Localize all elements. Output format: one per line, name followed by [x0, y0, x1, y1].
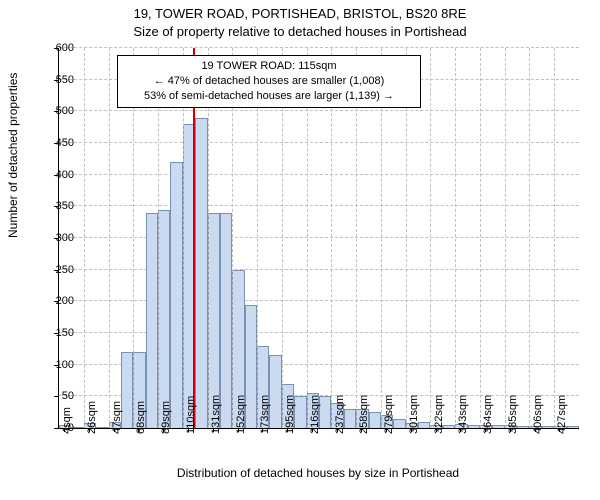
y-gridline [59, 47, 579, 48]
y-gridline [59, 300, 579, 301]
x-gridline [505, 48, 506, 428]
y-tick-label: 400 [56, 169, 74, 181]
histogram-bar [393, 419, 405, 429]
x-gridline [84, 48, 85, 428]
x-gridline [109, 48, 110, 428]
y-tick-label: 500 [56, 105, 74, 117]
y-gridline [59, 110, 579, 111]
x-gridline [529, 48, 530, 428]
histogram-bar [567, 426, 579, 428]
histogram-bar [492, 425, 504, 428]
y-tick [54, 396, 58, 397]
annotation-box: 19 TOWER ROAD: 115sqm← 47% of detached h… [117, 55, 421, 108]
y-tick-label: 450 [56, 137, 74, 149]
y-tick-label: 550 [56, 74, 74, 86]
histogram-bar [294, 396, 306, 428]
annotation-line: ← 47% of detached houses are smaller (1,… [124, 74, 414, 89]
histogram-bar [369, 412, 381, 428]
y-tick-label: 50 [62, 390, 74, 402]
annotation-line: 19 TOWER ROAD: 115sqm [124, 59, 414, 74]
x-gridline [554, 48, 555, 428]
y-gridline [59, 237, 579, 238]
y-tick-label: 200 [56, 295, 74, 307]
x-gridline [455, 48, 456, 428]
y-tick-label: 350 [56, 200, 74, 212]
y-tick-label: 250 [56, 264, 74, 276]
histogram-bar [170, 162, 182, 428]
y-gridline [59, 269, 579, 270]
x-axis-label: Distribution of detached houses by size … [58, 466, 578, 480]
y-gridline [59, 332, 579, 333]
y-gridline [59, 205, 579, 206]
y-tick [54, 428, 58, 429]
y-tick-label: 600 [56, 42, 74, 54]
chart-container: { "titles": { "line1": "19, TOWER ROAD, … [0, 0, 600, 500]
histogram-bar [468, 425, 480, 428]
chart-title-line2: Size of property relative to detached ho… [0, 24, 600, 39]
histogram-bar [195, 118, 207, 428]
x-gridline [480, 48, 481, 428]
y-gridline [59, 174, 579, 175]
histogram-bar [158, 210, 170, 429]
y-tick-label: 150 [56, 327, 74, 339]
annotation-line: 53% of semi-detached houses are larger (… [124, 89, 414, 104]
chart-title-line1: 19, TOWER ROAD, PORTISHEAD, BRISTOL, BS2… [0, 6, 600, 21]
y-axis-label: Number of detached properties [6, 73, 20, 238]
histogram-bar [269, 355, 281, 428]
y-tick-label: 300 [56, 232, 74, 244]
y-tick-label: 100 [56, 359, 74, 371]
x-gridline [430, 48, 431, 428]
y-gridline [59, 142, 579, 143]
histogram-bar [146, 213, 158, 428]
